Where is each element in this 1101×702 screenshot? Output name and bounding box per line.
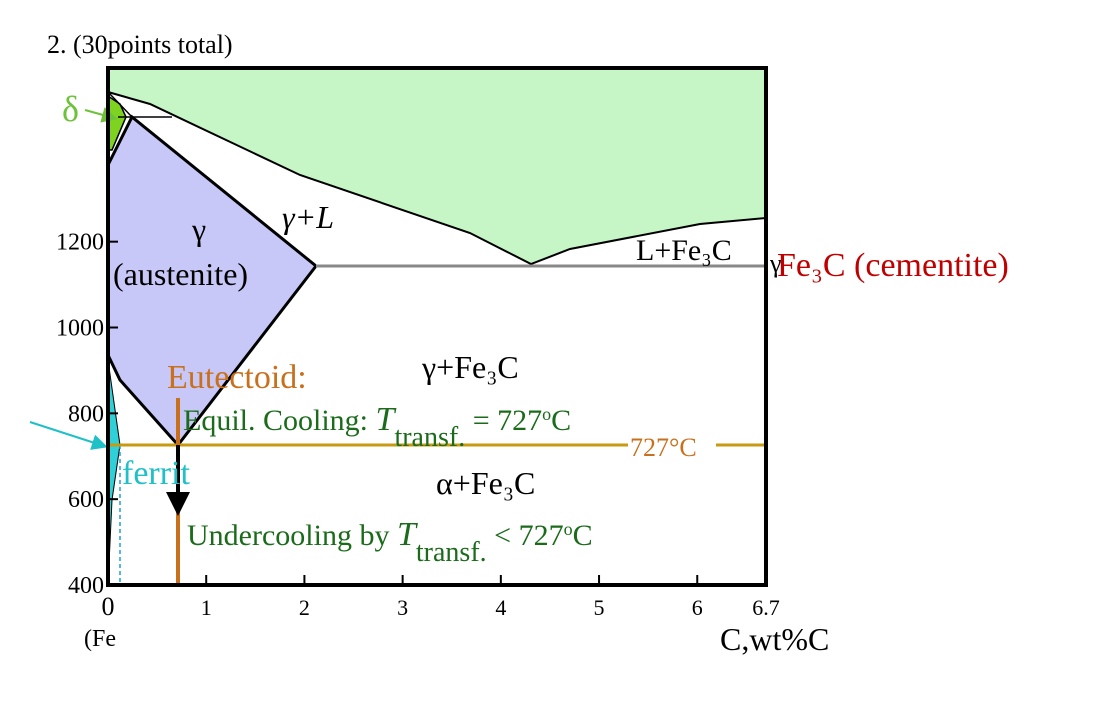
x-tick-label: 6: [692, 595, 703, 620]
eutectoid-temp: 727°C: [630, 433, 697, 462]
note-part: C: [551, 404, 571, 437]
note-part: o: [542, 404, 551, 424]
y-tick-label: 400: [68, 573, 104, 599]
delta-label: δ: [62, 89, 79, 129]
austenite-label: (austenite): [113, 256, 248, 292]
cementite-label: Fe₃C (cementite): [777, 247, 1009, 284]
y-tick-label: 1000: [56, 316, 104, 342]
title: 2. (30points total): [47, 30, 233, 59]
liquidus: [107, 91, 767, 266]
x-tick-label: 5: [594, 595, 605, 620]
gamma-edge-label: γ: [769, 249, 782, 278]
equil-note: Equil. Cooling: Ttransf. = 727oC: [183, 401, 571, 453]
note-part: transf.: [394, 422, 465, 453]
note-part: T: [376, 401, 397, 438]
gamma-label: γ: [191, 211, 206, 247]
x-tick-label: 0: [102, 592, 115, 621]
note-part: C: [573, 519, 593, 552]
eutectoid-label: Eutectoid:: [167, 359, 307, 396]
delta-boundary: [107, 91, 133, 118]
x-origin-label: (Fe: [84, 626, 116, 652]
gamma-cementite-label: γ+Fe₃C: [421, 349, 519, 385]
note-part: transf.: [416, 537, 487, 568]
label-bg: [628, 432, 716, 460]
x-tick-label: 3: [397, 595, 408, 620]
note-part: Equil. Cooling:: [183, 404, 376, 437]
gamma-liquid-label: γ+L: [282, 199, 334, 235]
ticks: 0 1 2 3 4 5 6 6.7 400 600 800 1000 1200: [56, 230, 780, 621]
x-tick-label: 6.7: [752, 595, 780, 620]
note-part: T: [397, 516, 418, 553]
undercool-note: Undercooling by Ttransf. < 727oC: [187, 516, 593, 568]
liquid-region: [108, 68, 766, 264]
ferrite-label: ferrit: [122, 455, 191, 492]
note-part: Undercooling by: [187, 519, 397, 552]
alpha-cementite-label: α+Fe₃C: [436, 465, 535, 501]
note-part: < 727: [487, 519, 564, 552]
x-tick-label: 4: [495, 595, 506, 620]
ferrite-arrow: [29, 421, 108, 450]
x-tick-label: 1: [201, 595, 212, 620]
x-axis-label: C,wt%C: [720, 621, 829, 657]
note-part: o: [564, 519, 573, 539]
note-part: = 727: [465, 404, 542, 437]
y-tick-label: 1200: [56, 230, 104, 256]
x-tick-label: 2: [299, 595, 310, 620]
y-tick-label: 600: [68, 487, 104, 513]
y-tick-label: 800: [68, 401, 104, 427]
liquid-cementite-label: L+Fe₃C: [636, 234, 732, 267]
